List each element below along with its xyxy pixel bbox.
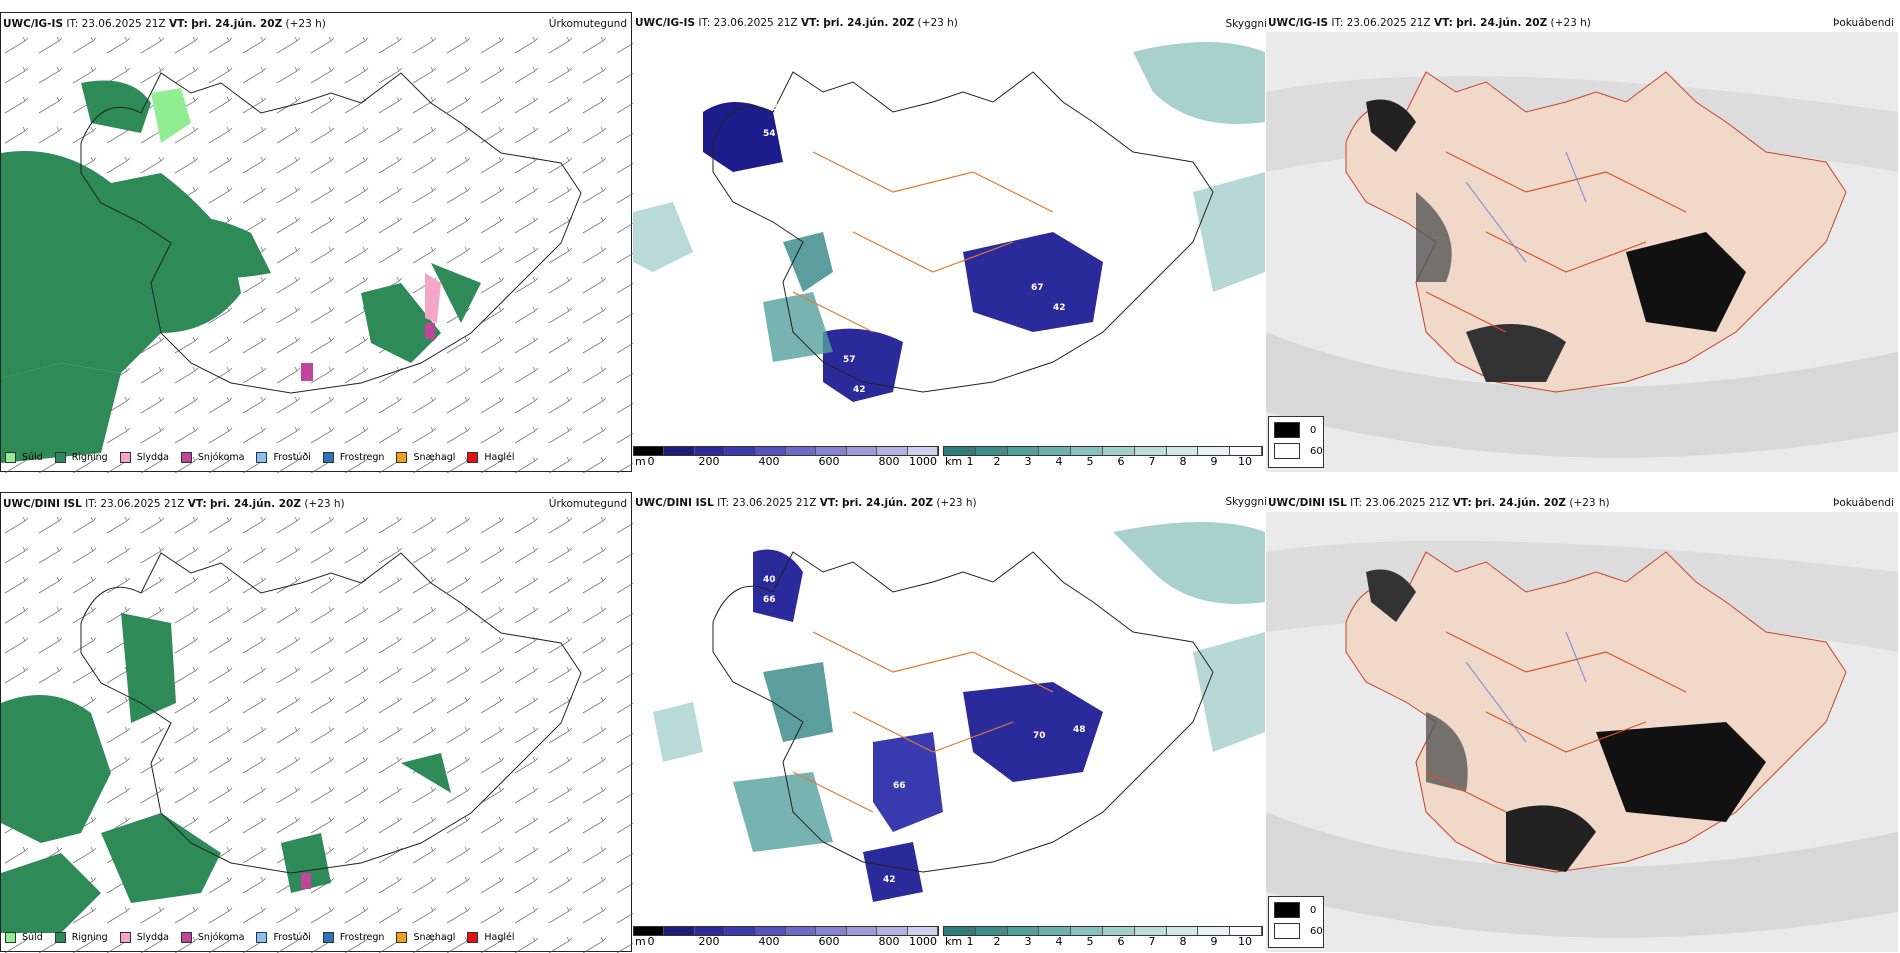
legend-item: Súld xyxy=(5,452,43,463)
legend-item: Haglél xyxy=(467,452,515,463)
legend-item: Haglél xyxy=(467,932,515,943)
fog-legend: 0 60 xyxy=(1268,416,1324,468)
precip-legend: Súld Rigning Slydda Snjókoma Frostúði Fr… xyxy=(5,932,515,943)
legend-item: Snæhagl xyxy=(396,452,455,463)
precip-map xyxy=(1,513,633,953)
legend-item: Snæhagl xyxy=(396,932,455,943)
legend-item: Rigning xyxy=(54,452,108,463)
panel-fog-bottom: UWC/DINI ISL IT: 23.06.2025 21Z VT: þri.… xyxy=(1266,492,1898,952)
panel-cloud-bottom: UWC/DINI ISL IT: 23.06.2025 21Z VT: þri.… xyxy=(633,492,1268,952)
precip-legend: Súld Rigning Slydda Snjókoma Frostúði Fr… xyxy=(5,452,515,463)
panel-cloud-top: UWC/IG-IS IT: 23.06.2025 21Z VT: þri. 24… xyxy=(633,12,1268,472)
panel-tag: Þokuábendi xyxy=(1833,17,1894,29)
panel-fog-top: UWC/IG-IS IT: 23.06.2025 21Z VT: þri. 24… xyxy=(1266,12,1898,472)
panel-title: UWC/DINI ISL IT: 23.06.2025 21Z VT: þri.… xyxy=(1268,497,1610,509)
cloud-map: 40 66 70 48 66 42 34 xyxy=(653,522,1265,911)
panel-title: UWC/IG-IS IT: 23.06.2025 21Z VT: þri. 24… xyxy=(3,18,326,30)
cloud-label: 54 xyxy=(763,129,776,139)
cloud-label: 42 xyxy=(883,875,896,885)
legend-item: Frostúði xyxy=(256,452,311,463)
cloud-label: 66 xyxy=(893,781,906,791)
precip-map xyxy=(1,33,633,473)
cloud-label: 68 xyxy=(747,73,760,83)
panel-precip-type-bottom: UWC/DINI ISL IT: 23.06.2025 21Z VT: þri.… xyxy=(0,492,633,953)
legend-item: Frostúði xyxy=(256,932,311,943)
legend-item: Frostregn xyxy=(322,932,384,943)
cloud-colorbar: m 0 200 400 600 800 1000 km 1 2 3 4 5 6 … xyxy=(633,442,1265,470)
cloud-base-swatches xyxy=(633,446,939,456)
fog-map xyxy=(1266,512,1898,952)
fog-legend: 0 60 xyxy=(1268,896,1324,948)
cloud-label: 40 xyxy=(763,575,776,585)
legend-item: Rigning xyxy=(54,932,108,943)
legend-item: Snjókoma xyxy=(180,452,244,463)
visibility-swatches xyxy=(943,446,1263,456)
cloud-label: 57 xyxy=(843,355,856,365)
legend-item: Slydda xyxy=(119,452,169,463)
cloud-label: 70 xyxy=(1033,731,1046,741)
cloud-label: 38 xyxy=(773,103,786,113)
cloud-label: 42 xyxy=(853,385,866,395)
cloud-label: 42 xyxy=(1053,303,1066,313)
panel-precip-type-top: UWC/IG-IS IT: 23.06.2025 21Z VT: þri. 24… xyxy=(0,12,633,473)
panel-title: UWC/IG-IS IT: 23.06.2025 21Z VT: þri. 24… xyxy=(635,17,958,29)
cloud-label: 48 xyxy=(1073,725,1086,735)
fog-map xyxy=(1266,32,1898,472)
panel-title: UWC/DINI ISL IT: 23.06.2025 21Z VT: þri.… xyxy=(3,498,345,510)
cloud-label: 67 xyxy=(1031,283,1044,293)
panel-tag: Skyggni xyxy=(1225,18,1268,30)
panel-tag: Skyggni xyxy=(1225,496,1268,508)
cloud-colorbar: m 0 200 400 600 800 1000 km 1 2 3 4 5 6 … xyxy=(633,922,1265,950)
panel-tag: Úrkomutegund xyxy=(548,498,627,510)
visibility-swatches xyxy=(943,926,1263,936)
panel-tag: Úrkomutegund xyxy=(548,18,627,30)
legend-item: Slydda xyxy=(119,932,169,943)
panel-title: UWC/DINI ISL IT: 23.06.2025 21Z VT: þri.… xyxy=(635,497,977,509)
green-area xyxy=(1,151,241,378)
legend-item: Snjókoma xyxy=(180,932,244,943)
cloud-base-swatches xyxy=(633,926,939,936)
panel-title: UWC/IG-IS IT: 23.06.2025 21Z VT: þri. 24… xyxy=(1268,17,1591,29)
cloud-map: 68 38 54 67 42 57 42 xyxy=(633,42,1265,402)
legend-item: Súld xyxy=(5,932,43,943)
panel-tag: Þokuábendi xyxy=(1833,497,1894,509)
legend-item: Frostregn xyxy=(322,452,384,463)
cloud-label: 34 xyxy=(873,901,886,911)
iceland-outline xyxy=(80,72,582,394)
cloud-label: 66 xyxy=(763,595,776,605)
